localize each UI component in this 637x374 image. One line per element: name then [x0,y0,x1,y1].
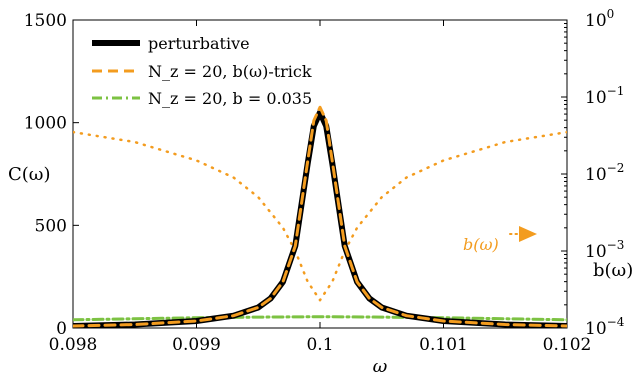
x-tick-label: 0.098 [49,335,98,355]
y-tick-label: 1000 [24,114,67,134]
y-tick-label: 1500 [24,11,67,31]
bomega-annotation: b(ω) [463,235,499,254]
y2-axis-label: b(ω) [593,260,633,281]
y2-tick-label: 100 [585,7,614,31]
series-line-0 [73,109,567,328]
legend-label-bconst: N_z = 20, b = 0.035 [148,89,312,108]
x-tick-label: 0.1 [306,335,333,355]
series-line-3 [73,130,567,302]
x-tick-label: 0.102 [543,335,592,355]
series-layer [73,105,567,328]
x-tick-label: 0.101 [419,335,468,355]
x-axis-label: ω [373,356,388,374]
series-line-1 [73,105,567,328]
legend: perturbative N_z = 20, b(ω)-trick N_z = … [92,34,312,108]
axis-ticks: 0.098 0.099 0.1 0.101 0.102 0 500 1000 1500 10−4 1… [24,7,625,355]
y2-tick-label: 10−1 [585,84,624,108]
legend-label-btrick: N_z = 20, b(ω)-trick [148,62,312,81]
y2-tick-label: 10−3 [585,238,624,262]
y-tick-label: 500 [35,216,67,236]
y2-tick-label: 10−4 [585,315,625,339]
series-line-2 [73,315,567,322]
x-tick-label: 0.099 [172,335,221,355]
legend-label-perturbative: perturbative [148,34,250,53]
y-tick-label: 0 [56,319,67,339]
y-axis-label: C(ω) [8,164,51,185]
y2-tick-label: 10−2 [585,161,624,185]
